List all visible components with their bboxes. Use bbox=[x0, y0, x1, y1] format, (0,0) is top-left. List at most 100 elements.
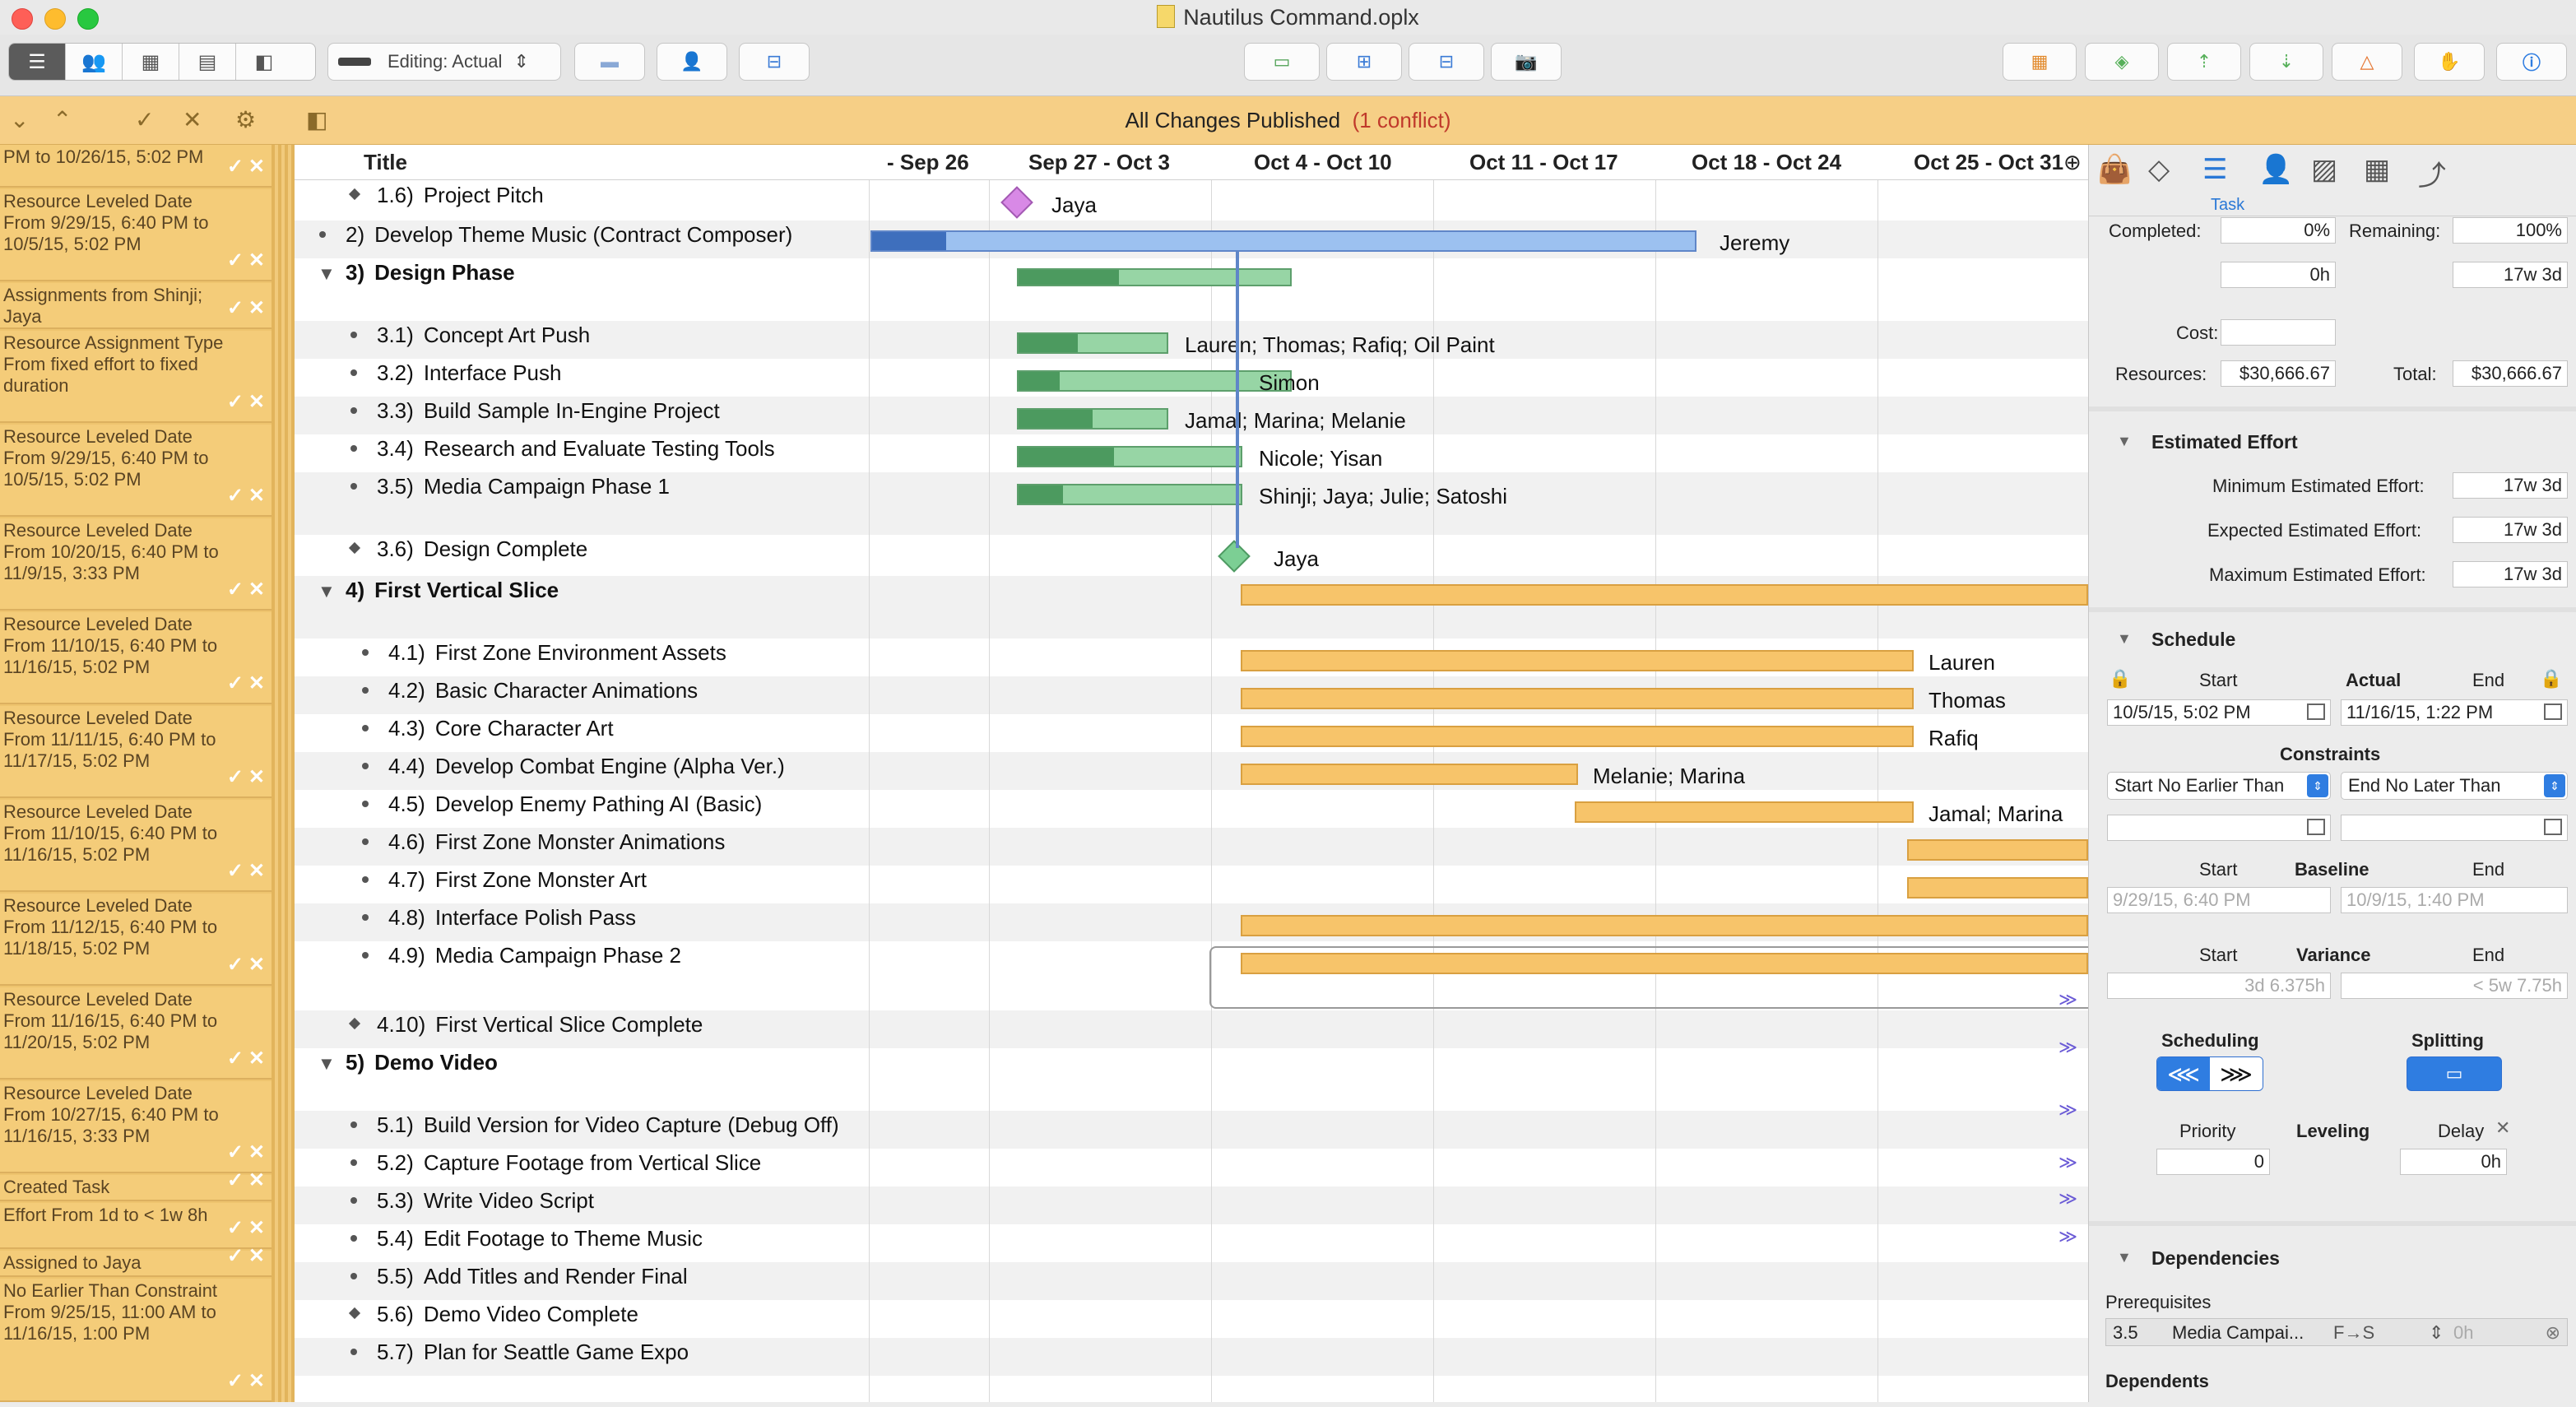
task-title[interactable]: 4.7) First Zone Monster Art bbox=[388, 867, 647, 893]
disclosure-triangle-icon[interactable]: ▼ bbox=[2117, 1249, 2132, 1265]
outline-row[interactable]: 2) Develop Theme Music (Contract Composer… bbox=[295, 221, 869, 258]
chevron-updown-icon[interactable]: ⇕ bbox=[2429, 1322, 2444, 1343]
accept-change-icon[interactable]: ✓ bbox=[226, 1217, 244, 1239]
task-bar-media-phase-2[interactable] bbox=[1241, 953, 2088, 974]
resources-cost-field[interactable]: $30,666.67 bbox=[2221, 360, 2336, 387]
reject-change-icon[interactable]: ✕ bbox=[248, 485, 265, 507]
task-title[interactable]: 3.5) Media Campaign Phase 1 bbox=[377, 474, 670, 499]
add-task-button[interactable]: ▭ bbox=[1244, 43, 1320, 81]
zoom-window-button[interactable] bbox=[77, 8, 99, 30]
stop-button[interactable]: ✋ bbox=[2414, 43, 2485, 81]
min-effort-field[interactable]: 17w 3d bbox=[2453, 472, 2568, 499]
week-column-header[interactable]: Oct 25 - Oct 31 bbox=[1914, 150, 2064, 174]
project-tab-icon[interactable]: 👜 bbox=[2097, 154, 2133, 185]
task-bar-concept-art[interactable] bbox=[1017, 332, 1168, 354]
outline-row[interactable]: ▼ 3) Design Phase bbox=[295, 258, 869, 321]
task-title[interactable]: 5.1) Build Version for Video Capture (Deb… bbox=[377, 1112, 839, 1138]
reject-change-icon[interactable]: ✕ bbox=[248, 672, 265, 694]
outline-row[interactable]: 5.4) Edit Footage to Theme Music bbox=[295, 1224, 869, 1262]
change-log-item[interactable]: Resource Leveled Date From 10/20/15, 6:4… bbox=[0, 518, 272, 611]
calendar-icon[interactable] bbox=[2544, 704, 2562, 720]
outline-row[interactable]: 5.3) Write Video Script bbox=[295, 1186, 869, 1224]
reject-change-icon[interactable]: ✕ bbox=[248, 954, 265, 976]
publish-button[interactable]: ⇡ bbox=[2167, 43, 2241, 81]
task-bar-enemy-pathing[interactable] bbox=[1575, 801, 1914, 823]
week-column-header[interactable]: Oct 18 - Oct 24 bbox=[1692, 150, 1842, 174]
minimize-window-button[interactable] bbox=[44, 8, 66, 30]
milestone-tab-icon[interactable]: ◇ bbox=[2148, 154, 2170, 185]
outline-row[interactable]: 4.10) First Vertical Slice Complete bbox=[295, 1010, 869, 1048]
change-log-item[interactable]: Resource Leveled Date From 11/10/15, 6:4… bbox=[0, 800, 272, 892]
reject-change-icon[interactable]: ✕ bbox=[248, 1370, 265, 1392]
task-title[interactable]: 3.2) Interface Push bbox=[377, 360, 561, 386]
resource-tab-icon[interactable]: 👤 bbox=[2258, 154, 2294, 185]
resource-button[interactable]: 👤 bbox=[657, 43, 727, 81]
accept-change-icon[interactable]: ✓ bbox=[226, 1370, 244, 1392]
task-bar-monster-animations[interactable] bbox=[1907, 839, 2088, 861]
change-log-item[interactable]: Resource Leveled Date From 11/11/15, 6:4… bbox=[0, 706, 272, 798]
accept-change-icon[interactable]: ✓ bbox=[226, 297, 244, 319]
reject-change-icon[interactable]: ✕ bbox=[248, 1169, 265, 1191]
reject-change-icon[interactable]: ✕ bbox=[248, 156, 265, 178]
accept-change-icon[interactable]: ✓ bbox=[226, 485, 244, 507]
remaining-effort-field[interactable]: 17w 3d bbox=[2453, 262, 2568, 288]
change-log-item[interactable]: Created Task ✓ ✕ bbox=[0, 1170, 272, 1201]
accept-change-icon[interactable]: ✓ bbox=[226, 672, 244, 694]
task-tab-icon[interactable]: ☰ bbox=[2202, 154, 2228, 185]
task-bar-interface-push[interactable] bbox=[1017, 370, 1292, 392]
remove-prerequisite-icon[interactable]: ⊗ bbox=[2545, 1322, 2560, 1343]
accept-change-icon[interactable]: ✓ bbox=[226, 156, 244, 178]
task-bar-media-phase-1[interactable] bbox=[1017, 484, 1242, 505]
task-title[interactable]: 4.3) Core Character Art bbox=[388, 716, 614, 741]
task-bar-character-animations[interactable] bbox=[1241, 688, 1914, 709]
reject-change-icon[interactable]: ✕ bbox=[248, 391, 265, 413]
task-title[interactable]: 5.3) Write Video Script bbox=[377, 1188, 594, 1214]
task-bar-interface-polish[interactable] bbox=[1241, 915, 2088, 936]
offscreen-task-chevron-icon[interactable]: ≫ bbox=[2058, 1099, 2078, 1120]
end-constraint-popup[interactable]: End No Later Than ⇕ bbox=[2341, 772, 2568, 800]
week-column-header[interactable]: Oct 11 - Oct 17 bbox=[1469, 150, 1618, 174]
task-bar-combat-engine[interactable] bbox=[1241, 764, 1578, 785]
gantt-view-icon[interactable]: ☰ bbox=[9, 44, 66, 80]
task-bar-zone-environment[interactable] bbox=[1241, 650, 1914, 671]
completed-field[interactable]: 0% bbox=[2221, 217, 2336, 244]
task-title[interactable]: 5.4) Edit Footage to Theme Music bbox=[377, 1226, 703, 1251]
cost-field[interactable] bbox=[2221, 319, 2336, 346]
outline-row[interactable]: 3.6) Design Complete bbox=[295, 535, 869, 573]
total-cost-field[interactable]: $30,666.67 bbox=[2453, 360, 2568, 387]
offscreen-task-chevron-icon[interactable]: ≫ bbox=[2058, 1037, 2078, 1057]
outline-row[interactable]: 3.4) Research and Evaluate Testing Tools bbox=[295, 434, 869, 472]
disclosure-triangle-icon[interactable]: ▼ bbox=[318, 1053, 336, 1074]
style-tab-icon[interactable]: ▨ bbox=[2311, 154, 2338, 185]
outline-row[interactable]: 4.6) First Zone Monster Animations bbox=[295, 828, 869, 866]
priority-field[interactable]: 0 bbox=[2156, 1149, 2270, 1175]
accept-change-icon[interactable]: ✓ bbox=[226, 954, 244, 976]
lock-end-icon[interactable]: 🔒 bbox=[2540, 668, 2563, 689]
outline-row[interactable]: ▼ 5) Demo Video bbox=[295, 1048, 869, 1111]
chevron-up-icon[interactable]: ⌃ bbox=[53, 107, 72, 132]
task-title[interactable]: 4.4) Develop Combat Engine (Alpha Ver.) bbox=[388, 754, 785, 779]
accept-all-icon[interactable]: ✓ bbox=[135, 107, 155, 132]
outline-row[interactable]: 5.1) Build Version for Video Capture (Deb… bbox=[295, 1111, 869, 1149]
outline-row[interactable]: 5.2) Capture Footage from Vertical Slice bbox=[295, 1149, 869, 1186]
close-window-button[interactable] bbox=[12, 8, 33, 30]
resource-view-icon[interactable]: 👥 bbox=[66, 44, 123, 80]
disclosure-triangle-icon[interactable]: ▼ bbox=[318, 263, 336, 284]
calendar-icon[interactable] bbox=[2307, 704, 2325, 720]
task-title[interactable]: 4.6) First Zone Monster Animations bbox=[388, 829, 725, 855]
change-log-item[interactable]: No Earlier Than Constraint From 9/25/15,… bbox=[0, 1279, 272, 1402]
outline-row[interactable]: ▼ 4) First Vertical Slice bbox=[295, 576, 869, 638]
milestones-view-icon[interactable]: ◧ bbox=[254, 50, 274, 73]
outline-row[interactable]: 4.1) First Zone Environment Assets bbox=[295, 638, 869, 676]
accept-change-icon[interactable]: ✓ bbox=[226, 860, 244, 882]
start-constraint-popup[interactable]: Start No Earlier Than ⇕ bbox=[2107, 772, 2331, 800]
outline-row[interactable]: 4.8) Interface Polish Pass bbox=[295, 903, 869, 941]
task-title[interactable]: 4) First Vertical Slice bbox=[346, 578, 559, 603]
task-bar-develop-theme-music[interactable] bbox=[870, 230, 1696, 252]
completed-effort-field[interactable]: 0h bbox=[2221, 262, 2336, 288]
task-title[interactable]: 4.2) Basic Character Animations bbox=[388, 678, 698, 704]
gear-icon[interactable]: ⚙ bbox=[235, 107, 257, 132]
outline-row[interactable]: 5.6) Demo Video Complete bbox=[295, 1300, 869, 1338]
clear-delay-icon[interactable]: ✕ bbox=[2495, 1117, 2511, 1138]
change-log-item[interactable]: Resource Leveled Date From 11/10/15, 6:4… bbox=[0, 612, 272, 704]
